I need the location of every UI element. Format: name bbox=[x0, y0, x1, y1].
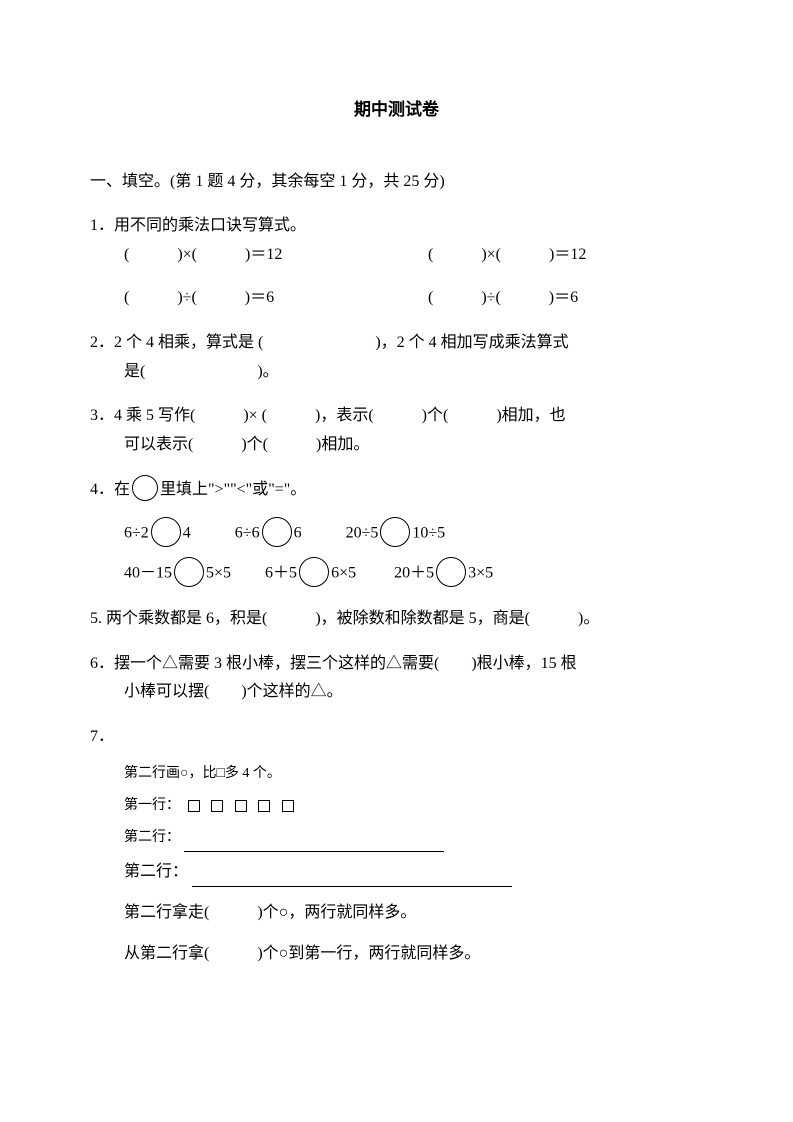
q4-r1c1-a: 6÷2 bbox=[124, 524, 149, 541]
circle-icon bbox=[151, 517, 181, 547]
q2-line1: 2．2 个 4 相乘，算式是 ( )，2 个 4 相加写成乘法算式 bbox=[90, 329, 703, 358]
q4-r2c2-a: 6＋5 bbox=[265, 564, 297, 581]
q4-stem-post: 里填上">""<"或"="。 bbox=[160, 481, 306, 498]
q7-stem: 7． bbox=[90, 723, 703, 752]
question-2: 2．2 个 4 相乘，算式是 ( )，2 个 4 相加写成乘法算式 是( )。 bbox=[90, 329, 703, 387]
square-icon bbox=[258, 800, 270, 812]
question-1: 1．用不同的乘法口诀写算式。 ( )×( )＝12 ( )×( )＝12 ( )… bbox=[90, 212, 703, 312]
square-icon bbox=[211, 800, 223, 812]
circle-icon bbox=[132, 475, 158, 501]
question-6: 6．摆一个△需要 3 根小棒，摆三个这样的△需要( )根小棒，15 根 小棒可以… bbox=[90, 650, 703, 708]
q7-row2-outer-label: 第二行： bbox=[124, 863, 188, 880]
q7-instruction: 第二行画○，比□多 4 个。 bbox=[124, 760, 703, 788]
q3-line2: 可以表示( )个( )相加。 bbox=[90, 431, 703, 460]
question-7: 7． 第二行画○，比□多 4 个。 第一行： 第二行： 第二行： 第二行拿走( … bbox=[90, 723, 703, 968]
page-title: 期中测试卷 bbox=[90, 95, 703, 126]
q7-row2-outer: 第二行： bbox=[124, 858, 703, 887]
q4-r2c1: 40－15 5×5 bbox=[124, 559, 231, 589]
q7-row2-inner: 第二行： bbox=[124, 824, 703, 852]
q2-line2: 是( )。 bbox=[90, 358, 703, 387]
q4-r1c1: 6÷2 4 bbox=[124, 519, 191, 549]
q4-r2c3-b: 3×5 bbox=[468, 564, 493, 581]
q4-r1c1-b: 4 bbox=[183, 524, 191, 541]
q1-eq1-left: ( )×( )＝12 bbox=[124, 241, 424, 270]
q7-row2-label: 第二行： bbox=[124, 830, 180, 845]
q4-r2c1-a: 40－15 bbox=[124, 564, 172, 581]
circle-icon bbox=[299, 557, 329, 587]
q1-eq2-right: ( )÷( )＝6 bbox=[428, 284, 578, 313]
q4-row1: 6÷2 4 6÷6 6 20÷5 10÷5 bbox=[90, 519, 703, 549]
blank-line bbox=[192, 869, 512, 887]
circle-icon bbox=[380, 517, 410, 547]
q7-line3: 第二行拿走( )个○，两行就同样多。 bbox=[124, 899, 703, 928]
q4-r2c3: 20＋5 3×5 bbox=[394, 559, 493, 589]
q4-r1c2: 6÷6 6 bbox=[235, 519, 302, 549]
q4-r2c2-b: 6×5 bbox=[331, 564, 356, 581]
q4-r2c3-a: 20＋5 bbox=[394, 564, 434, 581]
square-icon bbox=[235, 800, 247, 812]
square-icon bbox=[282, 800, 294, 812]
q7-box: 第二行画○，比□多 4 个。 第一行： 第二行： 第二行： 第二行拿走( )个○… bbox=[124, 760, 703, 968]
circle-icon bbox=[174, 557, 204, 587]
q1-eq1-right: ( )×( )＝12 bbox=[428, 241, 586, 270]
q4-row2: 40－15 5×5 6＋5 6×5 20＋5 3×5 bbox=[90, 559, 703, 589]
q6-line2: 小棒可以摆( )个这样的△。 bbox=[90, 678, 703, 707]
question-5: 5. 两个乘数都是 6，积是( )，被除数和除数都是 5，商是( )。 bbox=[90, 605, 703, 634]
q4-r1c3-b: 10÷5 bbox=[412, 524, 445, 541]
square-icon bbox=[188, 800, 200, 812]
q1-stem: 1．用不同的乘法口诀写算式。 bbox=[90, 212, 703, 241]
q1-eq2-left: ( )÷( )＝6 bbox=[124, 284, 424, 313]
q4-r1c2-b: 6 bbox=[294, 524, 302, 541]
q4-r2c2: 6＋5 6×5 bbox=[265, 559, 356, 589]
q7-line4: 从第二行拿( )个○到第一行，两行就同样多。 bbox=[124, 940, 703, 969]
q4-stem: 4．在 里填上">""<"或"="。 bbox=[90, 476, 703, 505]
q4-r1c2-a: 6÷6 bbox=[235, 524, 260, 541]
q7-row1-label: 第一行： bbox=[124, 798, 180, 813]
circle-icon bbox=[262, 517, 292, 547]
section-1-header: 一、填空。(第 1 题 4 分，其余每空 1 分，共 25 分) bbox=[90, 168, 703, 197]
question-3: 3．4 乘 5 写作( )× ( )，表示( )个( )相加，也 可以表示( )… bbox=[90, 402, 703, 460]
q7-row1: 第一行： bbox=[124, 792, 703, 820]
blank-line bbox=[184, 834, 444, 852]
circle-icon bbox=[436, 557, 466, 587]
q4-r2c1-b: 5×5 bbox=[206, 564, 231, 581]
question-4: 4．在 里填上">""<"或"="。 6÷2 4 6÷6 6 20÷5 10÷5 40－… bbox=[90, 476, 703, 589]
q3-line1: 3．4 乘 5 写作( )× ( )，表示( )个( )相加，也 bbox=[90, 402, 703, 431]
q4-stem-pre: 4．在 bbox=[90, 481, 130, 498]
q4-r1c3-a: 20÷5 bbox=[346, 524, 379, 541]
q6-line1: 6．摆一个△需要 3 根小棒，摆三个这样的△需要( )根小棒，15 根 bbox=[90, 650, 703, 679]
q4-r1c3: 20÷5 10÷5 bbox=[346, 519, 446, 549]
